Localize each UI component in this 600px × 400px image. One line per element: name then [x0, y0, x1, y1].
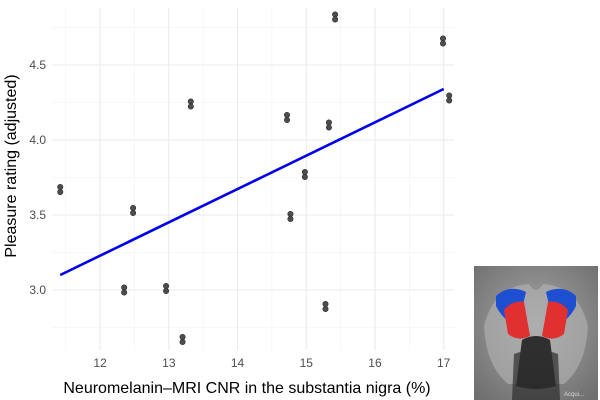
- data-point: [325, 119, 332, 131]
- data-point: [57, 184, 64, 196]
- right-red-region: [542, 301, 568, 339]
- left-red-region: [504, 301, 530, 339]
- x-axis-ticks: 12 13 14 15 16 17: [93, 356, 450, 370]
- y-tick-label: 3.0: [29, 283, 46, 297]
- y-tick-label: 4.0: [29, 133, 46, 147]
- data-point: [121, 284, 128, 296]
- data-points: [57, 11, 453, 345]
- major-gridlines: [52, 8, 454, 350]
- brain-mri-inset: Acqui...: [474, 266, 598, 400]
- minor-gridlines: [52, 8, 454, 350]
- y-axis-title: Pleasure rating (adjusted): [3, 74, 20, 257]
- x-tick-label: 14: [231, 356, 245, 370]
- x-axis-title: Neuromelanin–MRI CNR in the substantia n…: [63, 380, 430, 397]
- data-point: [332, 11, 339, 23]
- data-point: [179, 333, 186, 345]
- data-point: [163, 282, 170, 294]
- data-point: [322, 300, 329, 312]
- data-point: [287, 211, 294, 223]
- x-tick-label: 13: [162, 356, 176, 370]
- regression-line: [59, 87, 445, 277]
- x-tick-label: 16: [368, 356, 382, 370]
- y-tick-label: 3.5: [29, 208, 46, 222]
- data-point: [130, 205, 137, 217]
- x-tick-label: 15: [300, 356, 314, 370]
- data-point: [446, 92, 453, 104]
- data-point: [187, 98, 194, 110]
- data-point: [284, 112, 291, 124]
- data-point: [301, 169, 308, 181]
- y-axis-ticks: 3.0 3.5 4.0 4.5: [29, 58, 46, 297]
- inset-watermark: Acqui...: [564, 392, 584, 398]
- data-point: [440, 35, 447, 47]
- x-tick-label: 17: [437, 356, 451, 370]
- fit-line: [59, 87, 445, 277]
- x-tick-label: 12: [93, 356, 107, 370]
- y-tick-label: 4.5: [29, 58, 46, 72]
